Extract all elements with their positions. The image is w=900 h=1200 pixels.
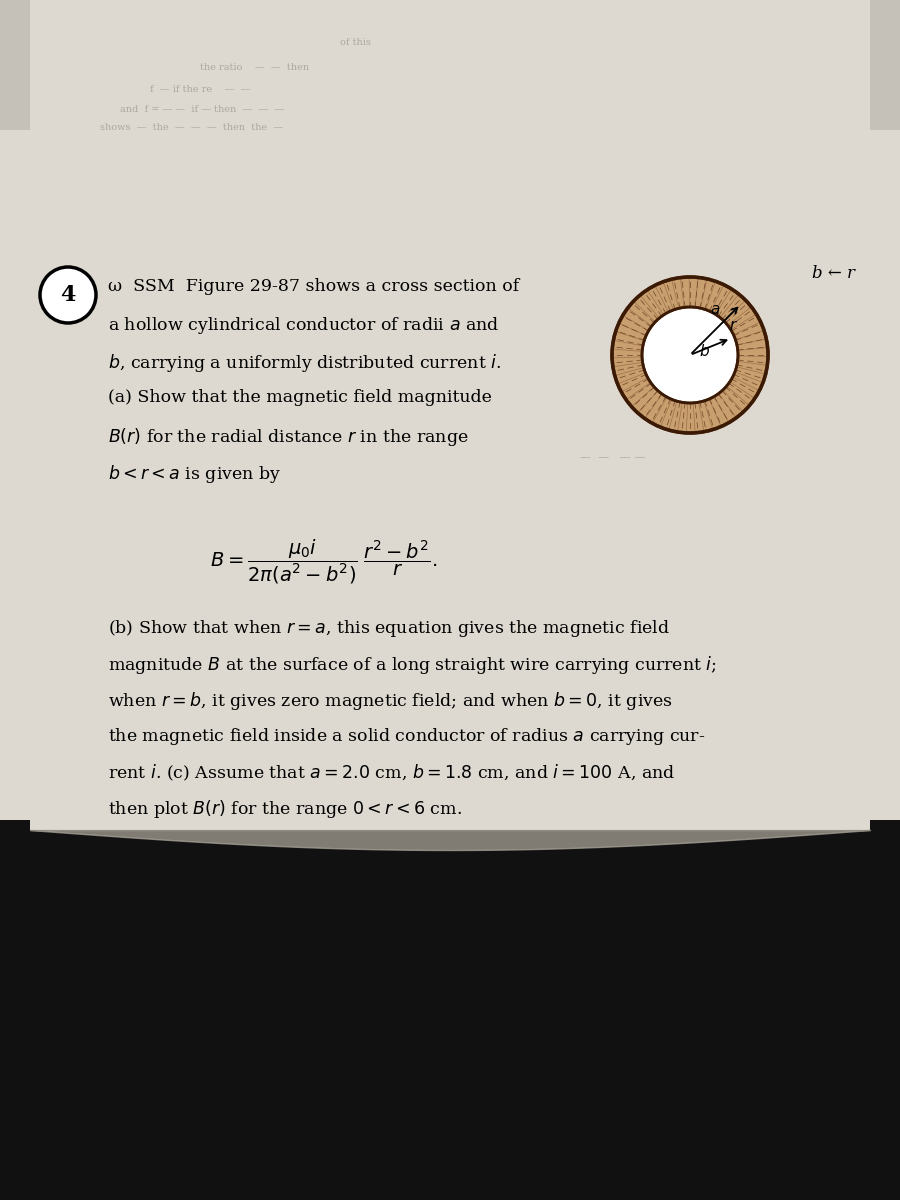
Text: the ratio    —  —  then: the ratio — — then [200,62,309,72]
Text: the magnetic field inside a solid conductor of radius $a$ carrying cur-: the magnetic field inside a solid conduc… [108,726,706,748]
Text: (b) Show that when $r = a$, this equation gives the magnetic field: (b) Show that when $r = a$, this equatio… [108,618,670,640]
Bar [0,820,900,1200]
Bar [0,0,900,200]
Text: b ← r: b ← r [812,265,855,282]
Text: $a$: $a$ [710,302,720,318]
Text: $b$, carrying a uniformly distributed current $i$.: $b$, carrying a uniformly distributed cu… [108,352,501,374]
Text: —  —   — —: — — — — [580,452,645,462]
Text: magnitude $B$ at the surface of a long straight wire carrying current $i$;: magnitude $B$ at the surface of a long s… [108,654,716,677]
Circle shape [642,307,738,403]
Text: rent $i$. (c) Assume that $a = 2.0$ cm, $b = 1.8$ cm, and $i = 100$ A, and: rent $i$. (c) Assume that $a = 2.0$ cm, … [108,762,675,782]
Circle shape [612,277,768,433]
Text: when $r = b$, it gives zero magnetic field; and when $b = 0$, it gives: when $r = b$, it gives zero magnetic fie… [108,690,673,713]
Text: ω  SSM  Figure 29-87 shows a cross section of: ω SSM Figure 29-87 shows a cross section… [108,278,519,295]
Text: then plot $B(r)$ for the range $0 < r < 6$ cm.: then plot $B(r)$ for the range $0 < r < … [108,798,462,821]
Text: and  f = — —  if — then  —  —  —: and f = — — if — then — — — [120,104,284,114]
Text: of this: of this [340,38,371,47]
Text: (a) Show that the magnetic field magnitude: (a) Show that the magnetic field magnitu… [108,389,492,406]
Text: $b < r < a$ is given by: $b < r < a$ is given by [108,463,282,485]
Text: $b$: $b$ [698,343,709,359]
Text: 4: 4 [60,284,76,306]
Text: $r$: $r$ [729,318,738,332]
Text: $B = \dfrac{\mu_0 i}{2\pi(a^2 - b^2)}\;\dfrac{r^2 - b^2}{r}.$: $B = \dfrac{\mu_0 i}{2\pi(a^2 - b^2)}\;\… [210,538,437,586]
Text: $B(r)$ for the radial distance $r$ in the range: $B(r)$ for the radial distance $r$ in th… [108,426,469,448]
Circle shape [40,266,96,323]
Text: shows  —  the  —  —  —  then  the  —: shows — the — — — then the — [100,122,284,132]
Text: f  — if the re    —  —: f — if the re — — [150,85,250,94]
Text: a hollow cylindrical conductor of radii $a$ and: a hollow cylindrical conductor of radii … [108,314,500,336]
Bar [0,0,900,130]
Bar [0,0,900,870]
Bar [30,0,870,830]
